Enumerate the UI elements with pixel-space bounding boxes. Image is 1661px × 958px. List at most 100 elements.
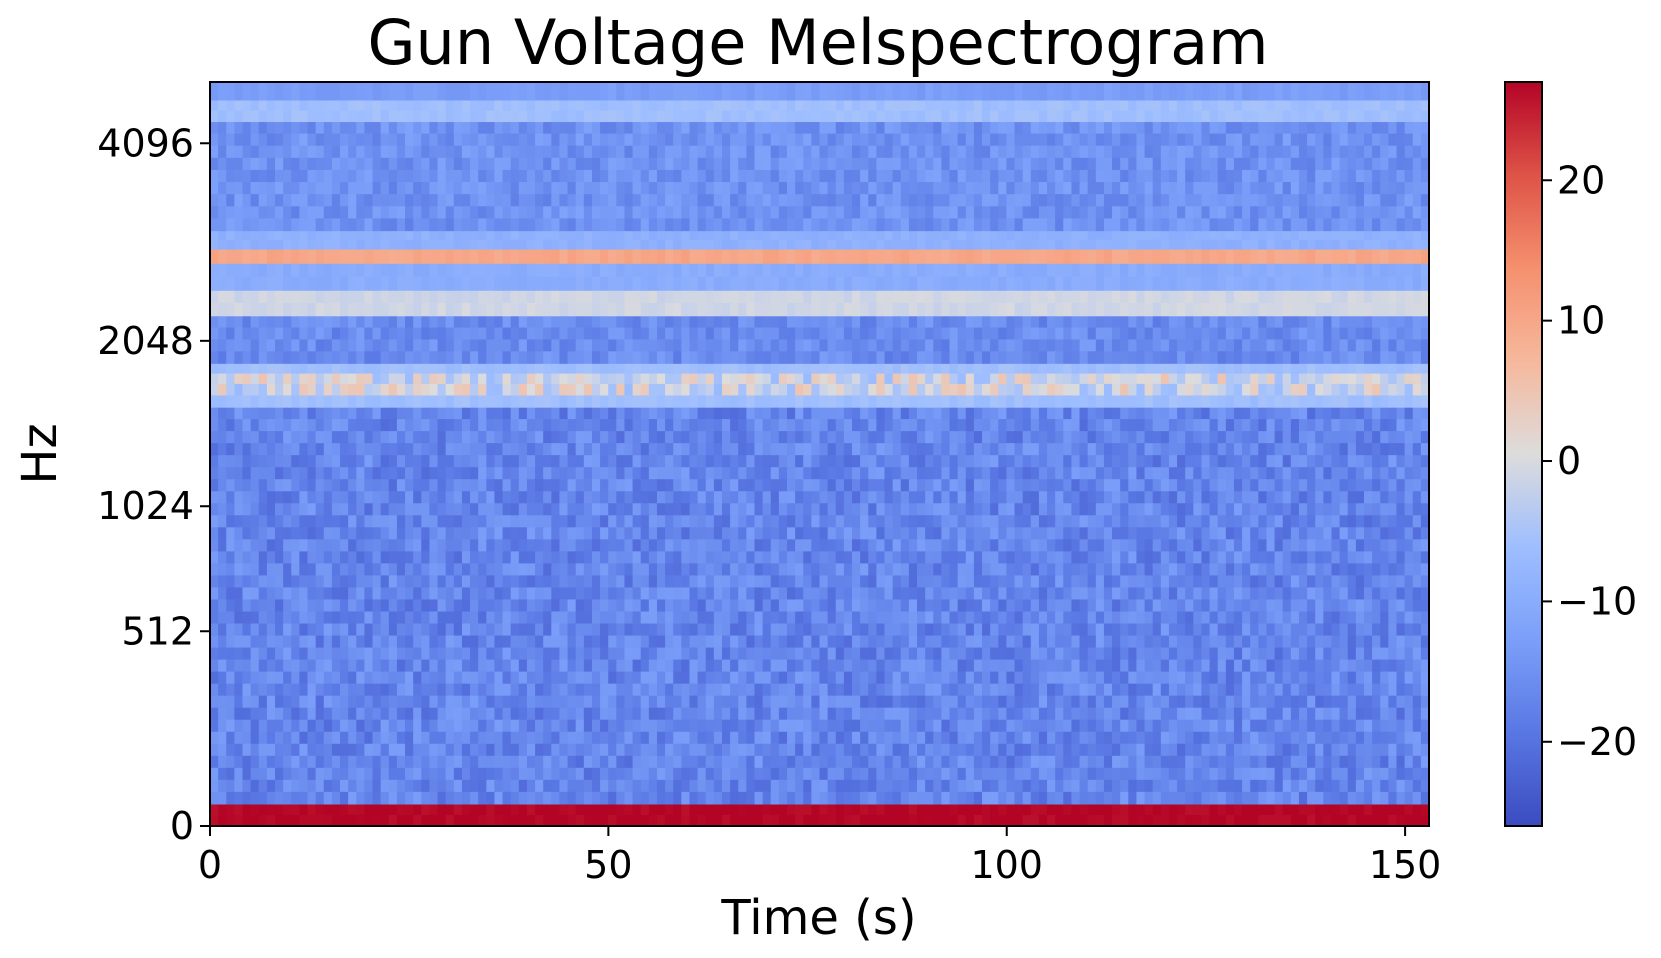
heatmap-cell [1412, 803, 1422, 816]
heatmap-cell [364, 623, 374, 637]
heatmap-cell [234, 575, 244, 589]
heatmap-cell [762, 563, 772, 577]
heatmap-cell [1136, 767, 1146, 781]
heatmap-cell [250, 491, 260, 504]
heatmap-cell [1160, 563, 1170, 577]
heatmap-cell [1201, 731, 1211, 745]
heatmap-cell [1079, 539, 1089, 552]
heatmap-cell [665, 659, 674, 673]
heatmap-cell [1404, 515, 1414, 528]
heatmap-cell [535, 779, 544, 793]
heatmap-cell [1201, 671, 1211, 685]
heatmap-cell [1233, 814, 1243, 827]
heatmap-cell [908, 647, 918, 661]
heatmap-cell [364, 575, 374, 589]
heatmap-cell [421, 443, 431, 456]
heatmap-cell [1307, 467, 1316, 480]
heatmap-cell [266, 455, 276, 468]
heatmap-cell [673, 587, 682, 601]
heatmap-cell [348, 635, 357, 649]
heatmap-cell [1323, 647, 1333, 661]
heatmap-cell [1160, 611, 1170, 625]
heatmap-cell [1420, 647, 1430, 661]
heatmap-cell [1103, 803, 1113, 816]
heatmap-cell [1290, 647, 1300, 661]
heatmap-cell [535, 659, 544, 673]
heatmap-cell [941, 755, 951, 769]
heatmap-cell [486, 587, 496, 601]
heatmap-cell [1022, 551, 1032, 564]
heatmap-cell [1006, 491, 1016, 504]
heatmap-cell [665, 743, 674, 757]
heatmap-cell [1087, 671, 1097, 685]
heatmap-cell [1087, 419, 1097, 432]
heatmap-cell [1331, 731, 1341, 745]
heatmap-cell [567, 743, 577, 757]
heatmap-cell [689, 683, 699, 697]
heatmap-cell [372, 407, 382, 420]
heatmap-cell [1144, 743, 1154, 757]
heatmap-cell [396, 491, 406, 504]
heatmap-cell [811, 503, 821, 516]
heatmap-cell [526, 491, 536, 504]
heatmap-cell [1412, 455, 1422, 468]
heatmap-cell [535, 743, 544, 757]
heatmap-cell [1095, 491, 1105, 504]
heatmap-cell [933, 671, 942, 685]
heatmap-cell [234, 407, 244, 420]
heatmap-cell [429, 695, 439, 709]
heatmap-cell [730, 814, 739, 827]
heatmap-cell [933, 731, 942, 745]
heatmap-cell [535, 611, 544, 625]
heatmap-cell [640, 671, 650, 685]
heatmap-cell [1420, 551, 1430, 564]
heatmap-cell [1185, 467, 1194, 480]
heatmap-cell [478, 767, 487, 781]
heatmap-cell [721, 467, 731, 480]
heatmap-cell [1339, 611, 1349, 625]
heatmap-cell [632, 455, 642, 468]
heatmap-cell [1347, 767, 1357, 781]
heatmap-cell [518, 779, 528, 793]
heatmap-cell [762, 743, 772, 757]
heatmap-cell [299, 814, 309, 827]
heatmap-cell [1225, 491, 1235, 504]
heatmap-cell [429, 803, 439, 816]
heatmap-cell [900, 431, 910, 444]
heatmap-cell [1315, 719, 1324, 733]
heatmap-cell [413, 611, 422, 625]
heatmap-cell [1071, 539, 1081, 552]
heatmap-cell [640, 611, 650, 625]
heatmap-cell [973, 623, 983, 637]
heatmap-cell [600, 719, 609, 733]
heatmap-cell [242, 551, 252, 564]
heatmap-cell [1185, 743, 1194, 757]
heatmap-cell [380, 611, 390, 625]
heatmap-cell [827, 407, 837, 420]
heatmap-cell [713, 563, 723, 577]
heatmap-cell [526, 731, 536, 745]
heatmap-cell [478, 491, 487, 504]
heatmap-cell [1079, 599, 1089, 613]
heatmap-cell [1225, 743, 1235, 757]
heatmap-cell [876, 563, 886, 577]
heatmap-cell [478, 431, 487, 444]
heatmap-cell [1347, 479, 1357, 492]
heatmap-cell [721, 503, 731, 516]
heatmap-cell [1185, 479, 1194, 492]
heatmap-cell [583, 479, 593, 492]
heatmap-cell [738, 695, 747, 709]
heatmap-cell [795, 635, 804, 649]
heatmap-cell [1038, 539, 1048, 552]
heatmap-cell [1298, 527, 1308, 540]
heatmap-cell [396, 539, 406, 552]
heatmap-cell [1233, 407, 1243, 420]
heatmap-cell [429, 635, 439, 649]
heatmap-cell [1331, 527, 1341, 540]
heatmap-cell [819, 743, 829, 757]
heatmap-cell [1282, 599, 1292, 613]
heatmap-cell [258, 659, 268, 673]
heatmap-cell [283, 575, 292, 589]
heatmap-cell [827, 479, 837, 492]
heatmap-cell [1168, 599, 1178, 613]
